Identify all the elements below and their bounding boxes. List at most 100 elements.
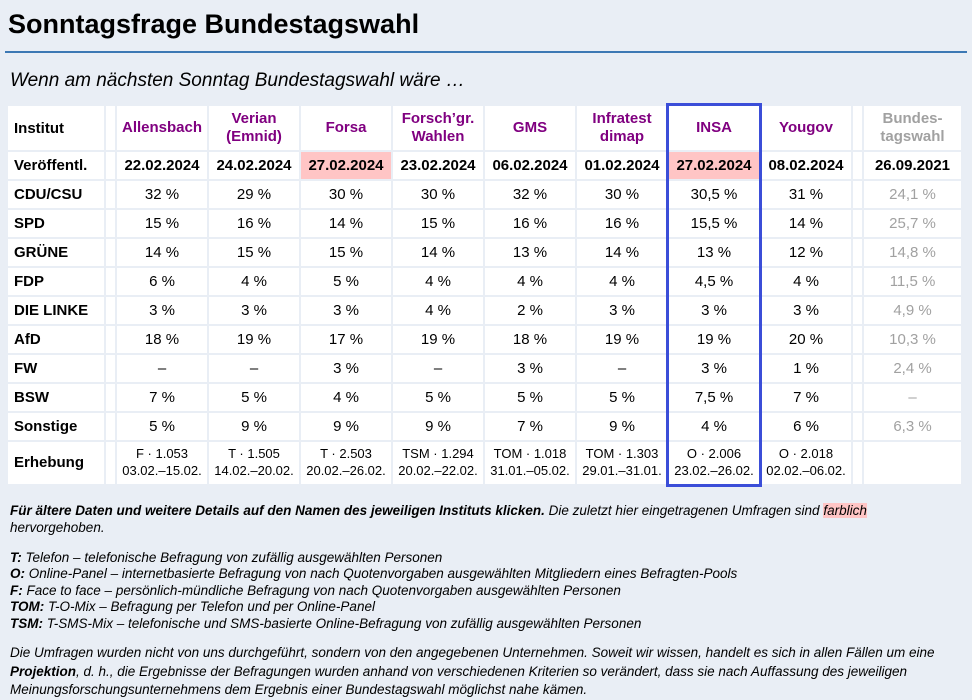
row-label: CDU/CSU [8, 181, 104, 208]
column-separator [853, 106, 862, 150]
column-separator [106, 297, 115, 324]
legend-text: Telefon – telefonische Befragung von zuf… [25, 549, 443, 565]
row-label: FW [8, 355, 104, 382]
survey-info-cell: T · 1.505 14.02.–20.02. [209, 442, 299, 484]
poll-value-cell: 14 % [761, 210, 851, 237]
poll-value-cell: 30,5 % [669, 181, 759, 208]
survey-info-cell: T · 2.503 20.02.–26.02. [301, 442, 391, 484]
poll-value-cell: 4 % [393, 297, 483, 324]
row-label: BSW [8, 384, 104, 411]
party-row: AfD 18 % 19 % 17 % 19 % 18 % 19 % 19 % 20 % 10,3 … [8, 326, 961, 353]
disclaimer-pre: Die Umfragen wurden nicht von uns durchg… [10, 645, 935, 661]
poll-value-cell: 15 % [301, 239, 391, 266]
published-date-cell: 26.09.2021 [864, 152, 961, 179]
row-label: GRÜNE [8, 239, 104, 266]
legend-text: T-O-Mix – Befragung per Telefon und per … [48, 599, 375, 615]
published-date-cell: 27.02.2024 [301, 152, 391, 179]
poll-value-cell: 5 % [301, 268, 391, 295]
column-separator [106, 152, 115, 179]
poll-value-cell: 3 % [209, 297, 299, 324]
poll-value-cell: 29 % [209, 181, 299, 208]
column-separator [106, 442, 115, 484]
poll-value-cell: 15,5 % [669, 210, 759, 237]
poll-question: Wenn am nächsten Sonntag Bundestagswahl … [10, 70, 465, 91]
row-label: FDP [8, 268, 104, 295]
poll-value-cell: 12 % [761, 239, 851, 266]
legend-abbr: TOM: [10, 599, 45, 615]
column-separator [853, 152, 862, 179]
institute-link-forsa[interactable]: Forsa [301, 106, 391, 150]
party-row: Sonstige 5 % 9 % 9 % 9 % 7 % 9 % 4 % 6 % 6,3 % [8, 413, 961, 440]
poll-value-cell: 9 % [393, 413, 483, 440]
row-label: AfD [8, 326, 104, 353]
legend-abbr: T: [10, 549, 22, 565]
poll-value-cell: 19 % [393, 326, 483, 353]
poll-value-cell: 20 % [761, 326, 851, 353]
poll-value-cell: 14 % [301, 210, 391, 237]
published-date-cell: 08.02.2024 [761, 152, 851, 179]
column-separator [853, 384, 862, 411]
survey-info-cell: O · 2.006 23.02.–26.02. [669, 442, 759, 484]
published-date-cell: 01.02.2024 [577, 152, 667, 179]
survey-method: O · 2.018 [778, 446, 834, 461]
poll-value-cell: 5 % [393, 384, 483, 411]
column-separator [106, 355, 115, 382]
column-separator [853, 210, 862, 237]
column-separator [106, 239, 115, 266]
poll-value-cell: 4 % [761, 268, 851, 295]
poll-value-cell: 31 % [761, 181, 851, 208]
institute-link-infratest-dimap[interactable]: Infratest dimap [577, 106, 667, 150]
published-date-cell: 23.02.2024 [393, 152, 483, 179]
published-date-cell: 27.02.2024 [669, 152, 759, 179]
column-separator [853, 181, 862, 208]
survey-method: TOM · 1.303 [585, 446, 659, 461]
party-row: SPD 15 % 16 % 14 % 15 % 16 % 16 % 15,5 % 14 % 25,… [8, 210, 961, 237]
poll-value-cell: 7 % [117, 384, 207, 411]
institute-link-yougov[interactable]: Yougov [761, 106, 851, 150]
note-click-instruction: Für ältere Daten und weitere Details auf… [10, 502, 545, 518]
page-header: Sonntagsfrage Bundestagswahl [5, 0, 967, 53]
row-label: Veröffentl. [8, 152, 104, 179]
column-separator [106, 268, 115, 295]
survey-period: 02.02.–06.02. [766, 462, 846, 478]
legend-item: TOM: T-O-Mix – Befragung per Telefon und… [10, 599, 962, 615]
survey-period: 03.02.–15.02. [122, 462, 202, 478]
legend-abbr: TSM: [10, 615, 43, 631]
poll-value-cell: 19 % [669, 326, 759, 353]
column-separator [106, 106, 115, 150]
institute-link-insa[interactable]: INSA [669, 106, 759, 150]
poll-value-cell: 4 % [669, 413, 759, 440]
poll-value-cell: 1 % [761, 355, 851, 382]
institute-link-gms[interactable]: GMS [485, 106, 575, 150]
poll-value-cell: – [864, 384, 961, 411]
institute-link-verian[interactable]: Verian (Emnid) [209, 106, 299, 150]
survey-method: TOM · 1.018 [493, 446, 567, 461]
poll-value-cell: 4 % [577, 268, 667, 295]
poll-value-cell: 17 % [301, 326, 391, 353]
legend-item: T: Telefon – telefonische Befragung von … [10, 550, 962, 566]
poll-value-cell: 30 % [577, 181, 667, 208]
survey-row: Erhebung F · 1.053 03.02.–15.02. T · 1.505 1… [8, 442, 961, 484]
institute-link-forschgr-wahlen[interactable]: Forsch’gr. Wahlen [393, 106, 483, 150]
poll-value-cell: 16 % [209, 210, 299, 237]
poll-value-cell: 5 % [117, 413, 207, 440]
poll-value-cell: 3 % [669, 297, 759, 324]
poll-value-cell: 30 % [301, 181, 391, 208]
column-separator [853, 413, 862, 440]
survey-method: F · 1.053 [135, 446, 189, 461]
poll-value-cell: 3 % [669, 355, 759, 382]
survey-info-cell: TSM · 1.294 20.02.–22.02. [393, 442, 483, 484]
institute-link-allensbach[interactable]: Allensbach [117, 106, 207, 150]
disclaimer-bold-word: Projektion [10, 663, 77, 679]
poll-value-cell: – [117, 355, 207, 382]
column-separator [853, 268, 862, 295]
column-separator [106, 326, 115, 353]
legend-text: T-SMS-Mix – telefonische und SMS-basiert… [46, 615, 642, 631]
poll-value-cell: 16 % [485, 210, 575, 237]
poll-value-cell: 25,7 % [864, 210, 961, 237]
poll-value-cell: 4,9 % [864, 297, 961, 324]
row-label: DIE LINKE [8, 297, 104, 324]
survey-info-cell: TOM · 1.018 31.01.–05.02. [485, 442, 575, 484]
poll-value-cell: 4,5 % [669, 268, 759, 295]
survey-period: 20.02.–22.02. [398, 462, 478, 478]
